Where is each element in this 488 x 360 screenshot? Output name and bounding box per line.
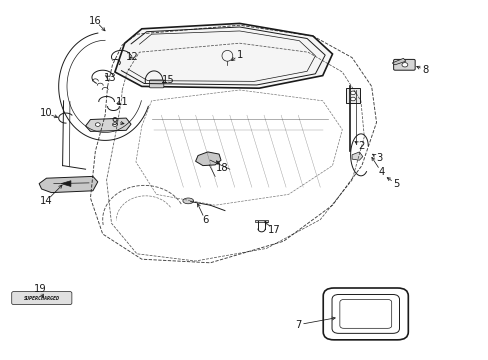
Polygon shape bbox=[115, 23, 332, 88]
Text: 14: 14 bbox=[40, 196, 53, 206]
Text: 16: 16 bbox=[89, 16, 102, 26]
Text: SUPERCHARGED: SUPERCHARGED bbox=[24, 296, 60, 301]
Text: 12: 12 bbox=[125, 52, 138, 62]
Ellipse shape bbox=[112, 123, 117, 126]
Text: 19: 19 bbox=[34, 284, 46, 294]
Text: 8: 8 bbox=[422, 65, 427, 75]
Polygon shape bbox=[85, 118, 131, 131]
Text: 4: 4 bbox=[378, 167, 384, 177]
Polygon shape bbox=[345, 88, 360, 103]
Text: 3: 3 bbox=[375, 153, 381, 163]
Text: 5: 5 bbox=[392, 179, 399, 189]
Polygon shape bbox=[195, 152, 221, 166]
Polygon shape bbox=[255, 220, 267, 222]
Text: 7: 7 bbox=[294, 320, 301, 330]
Text: 15: 15 bbox=[162, 75, 175, 85]
Ellipse shape bbox=[401, 63, 407, 67]
Text: 2: 2 bbox=[358, 141, 365, 151]
Ellipse shape bbox=[183, 198, 193, 204]
Polygon shape bbox=[391, 58, 405, 65]
Polygon shape bbox=[351, 152, 362, 160]
Text: 13: 13 bbox=[103, 73, 116, 84]
Text: 1: 1 bbox=[236, 50, 243, 60]
Text: 17: 17 bbox=[267, 225, 280, 235]
FancyBboxPatch shape bbox=[393, 59, 414, 70]
Polygon shape bbox=[39, 176, 98, 193]
Text: 6: 6 bbox=[202, 215, 208, 225]
Ellipse shape bbox=[350, 91, 355, 95]
Text: 18: 18 bbox=[216, 163, 228, 174]
Text: 9: 9 bbox=[111, 117, 118, 127]
FancyBboxPatch shape bbox=[149, 80, 163, 88]
Text: 11: 11 bbox=[116, 96, 128, 107]
FancyBboxPatch shape bbox=[12, 292, 72, 305]
Ellipse shape bbox=[95, 123, 100, 126]
Ellipse shape bbox=[350, 97, 355, 101]
Text: 10: 10 bbox=[40, 108, 53, 118]
Polygon shape bbox=[61, 181, 71, 186]
